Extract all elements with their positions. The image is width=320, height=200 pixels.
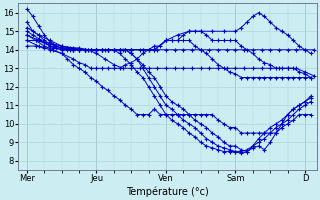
X-axis label: Température (°c): Température (°c) [126,186,209,197]
